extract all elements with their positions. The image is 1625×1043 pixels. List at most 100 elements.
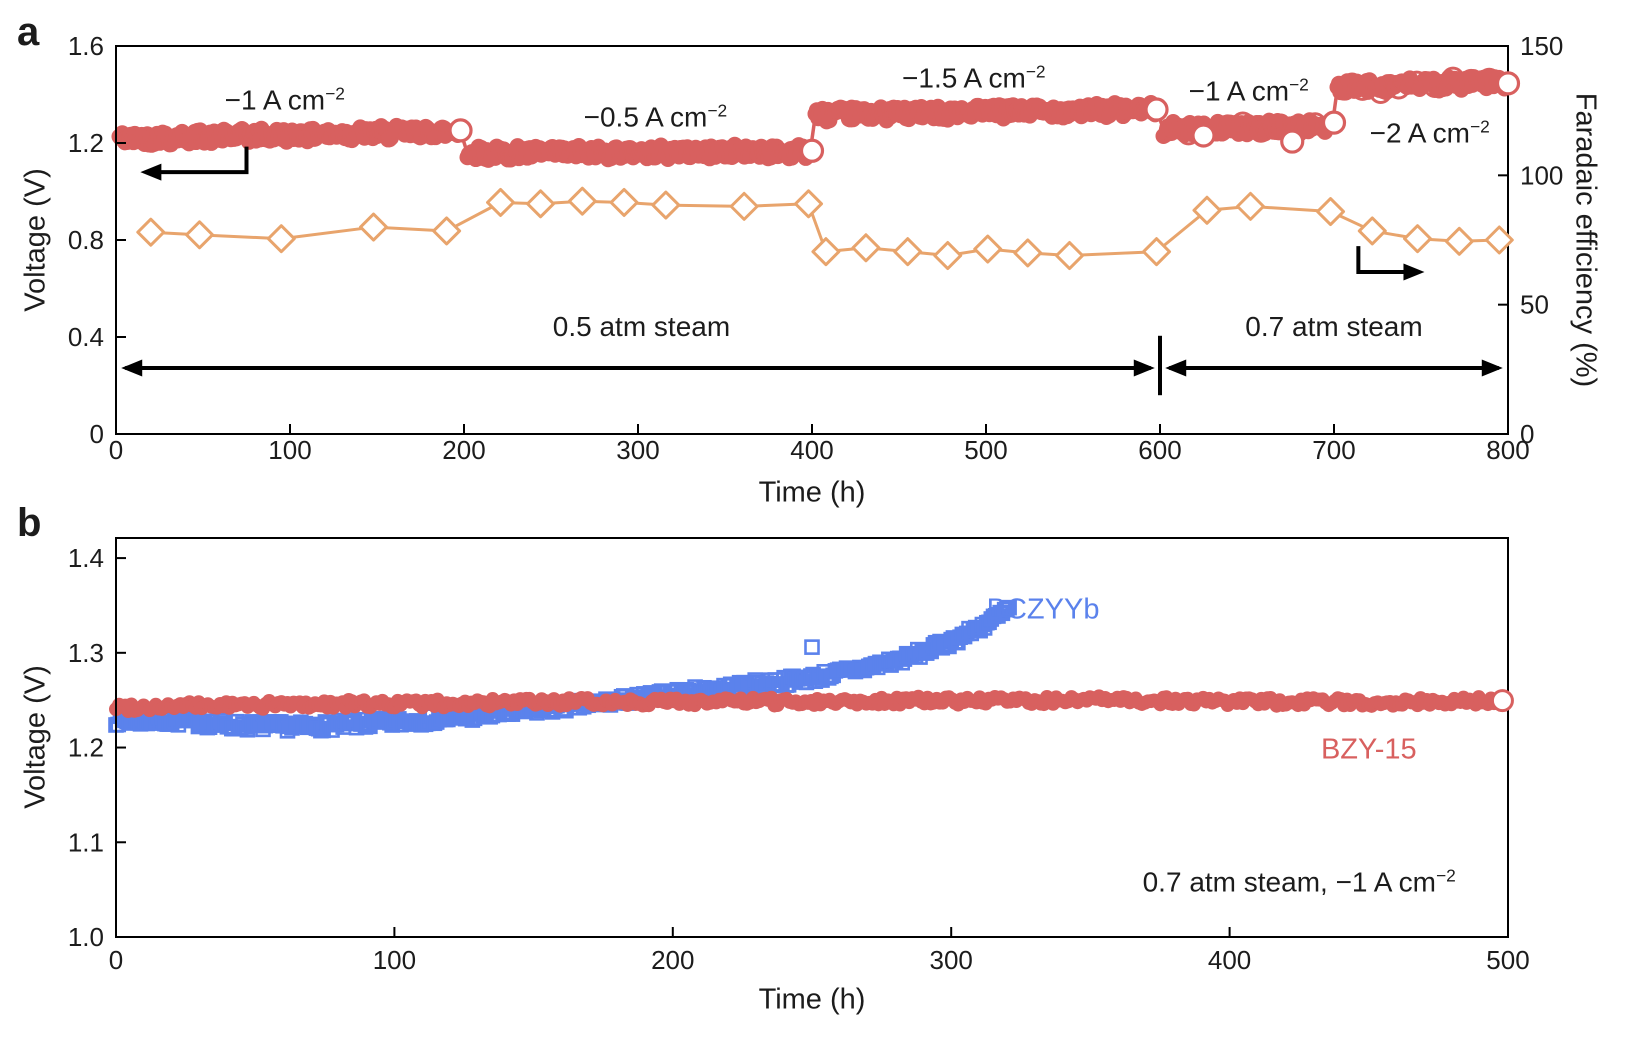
x-axis-tick-label: 300 (930, 945, 973, 975)
faradaic-efficiency-diamond (1357, 216, 1387, 246)
panel-a-letter: a (17, 10, 40, 54)
fe-axis-pointer (1356, 246, 1409, 275)
bzy15-series-label: BZY-15 (1321, 734, 1417, 767)
arrowhead-right (1403, 263, 1425, 281)
faradaic-efficiency-diamond (567, 186, 597, 216)
current-density-label-1: −0.5 A cm−2 (584, 100, 728, 133)
panel-a-right-axis-title: Faradaic efficiency (%) (1569, 92, 1602, 388)
y-axis-tick-label: 1.2 (68, 733, 104, 763)
current-density-label-0: −1 A cm−2 (225, 83, 345, 116)
faradaic-efficiency-diamond (851, 233, 881, 263)
steam-region-label-1-text: 0.7 atm steam (1245, 310, 1423, 342)
x-axis-tick-label: 0 (109, 945, 123, 975)
current-density-label-0-text: −1 A cm (224, 84, 326, 116)
faradaic-efficiency-diamond (526, 189, 556, 219)
current-density-label-4-text: −2 A cm (1369, 117, 1470, 149)
y-axis-tick-label: 1.6 (68, 31, 104, 61)
y-axis-tick-label: 1.1 (68, 827, 104, 857)
voltage-transition-marker (448, 118, 473, 143)
x-axis-tick-label: 200 (442, 435, 485, 465)
current-density-label-2: −1.5 A cm−2 (902, 61, 1046, 94)
faradaic-efficiency-diamond (1403, 224, 1433, 254)
arrowhead-left (1165, 359, 1187, 377)
current-density-label-3: −1 A cm−2 (1189, 74, 1309, 107)
steam-region-label-0: 0.5 atm steam (553, 311, 730, 343)
y-axis-tick-label: 0 (90, 419, 104, 449)
faradaic-efficiency-diamond (1142, 237, 1172, 267)
voltage-transition-marker (1321, 110, 1347, 135)
bzy15-end-marker (1490, 689, 1514, 713)
bczyyb-outlier-point (804, 639, 820, 655)
y-axis-tick-label: 1.3 (68, 638, 104, 668)
current-density-label-2-text: −1.5 A cm (902, 62, 1026, 94)
faradaic-efficiency-diamond (609, 187, 639, 217)
faradaic-efficiency-diamond (651, 190, 681, 220)
x-axis-tick-label: 500 (964, 435, 1007, 465)
x-axis-tick-label: 700 (1312, 435, 1355, 465)
panel-b-x-axis-title: Time (h) (758, 983, 866, 1016)
x-axis-tick-label: 600 (1138, 435, 1181, 465)
y-axis-tick-label: 1.0 (68, 922, 104, 952)
voltage-transition-marker (799, 138, 825, 163)
right-axis-tick-label: 100 (1520, 160, 1563, 190)
right-axis-tick-label: 150 (1520, 31, 1563, 61)
y-axis-tick-label: 1.2 (68, 128, 104, 158)
faradaic-efficiency-diamond (359, 212, 389, 242)
faradaic-efficiency-diamond (1192, 195, 1222, 225)
right-axis-tick-label: 50 (1520, 290, 1549, 320)
right-axis-tick-label: 0 (1520, 419, 1534, 449)
panel-a-y-axis-title: Voltage (V) (19, 168, 52, 312)
faradaic-efficiency-diamond (136, 217, 166, 247)
faradaic-efficiency-diamond (973, 234, 1003, 264)
x-axis-tick-label: 400 (1208, 945, 1251, 975)
bczyyb-series-label: BCZYYb (987, 594, 1100, 627)
x-axis-tick-label: 300 (616, 435, 659, 465)
steam-region-label-1: 0.7 atm steam (1245, 311, 1422, 343)
current-density-label-4: −2 A cm−2 (1370, 116, 1490, 149)
current-density-label-0-sup: −2 (325, 83, 345, 104)
condition-label-sup: −2 (1435, 865, 1456, 886)
faradaic-efficiency-diamond (185, 220, 215, 250)
x-axis-tick-label: 500 (1486, 945, 1529, 975)
y-axis-tick-label: 0.4 (68, 322, 104, 352)
faradaic-efficiency-diamond (1484, 225, 1514, 255)
faradaic-efficiency-diamond (729, 191, 759, 221)
bczyyb-data-point (999, 601, 1015, 618)
faradaic-efficiency-diamond (1316, 197, 1346, 227)
y-axis-tick-label: 1.4 (68, 543, 104, 573)
faradaic-efficiency-diamond (811, 237, 841, 267)
panel-b-letter: b (17, 501, 42, 545)
faradaic-efficiency-diamond (1235, 191, 1265, 221)
steam-region-label-0-text: 0.5 atm steam (552, 310, 731, 342)
x-axis-tick-label: 0 (109, 435, 123, 465)
voltage-transition-marker (1495, 71, 1521, 96)
current-density-label-1-text: −0.5 A cm (583, 101, 708, 133)
faradaic-efficiency-diamond (486, 187, 516, 217)
x-axis-tick-label: 100 (373, 945, 416, 975)
x-axis-tick-label: 200 (651, 945, 694, 975)
voltage-axis-pointer (156, 146, 249, 175)
voltage-transition-marker (1280, 129, 1305, 154)
panel-a-x-axis-title: Time (h) (758, 476, 866, 509)
x-axis-tick-label: 400 (790, 435, 833, 465)
current-density-label-2-sup: −2 (1025, 61, 1046, 82)
bzy15-series-label-text: BZY-15 (1320, 733, 1417, 766)
arrowhead-right (1133, 359, 1155, 377)
faradaic-efficiency-diamond (1055, 241, 1085, 271)
faradaic-efficiency-diamond (794, 189, 824, 219)
panel-b-y-axis-title: Voltage (V) (19, 665, 52, 809)
current-density-label-4-sup: −2 (1469, 115, 1490, 136)
bczyyb-data-point (1001, 599, 1017, 616)
faradaic-efficiency-diamond (1444, 226, 1474, 256)
current-density-label-3-sup: −2 (1289, 74, 1309, 95)
current-density-label-1-sup: −2 (707, 100, 728, 121)
condition-label-text: 0.7 atm steam, −1 A cm (1142, 866, 1436, 898)
arrowhead-left (121, 359, 143, 377)
faradaic-efficiency-diamond (266, 224, 296, 254)
voltage-transition-marker (1144, 97, 1169, 122)
x-axis-tick-label: 100 (268, 435, 311, 465)
condition-label: 0.7 atm steam, −1 A cm−2 (1143, 865, 1456, 898)
current-density-label-3-text: −1 A cm (1188, 75, 1290, 107)
